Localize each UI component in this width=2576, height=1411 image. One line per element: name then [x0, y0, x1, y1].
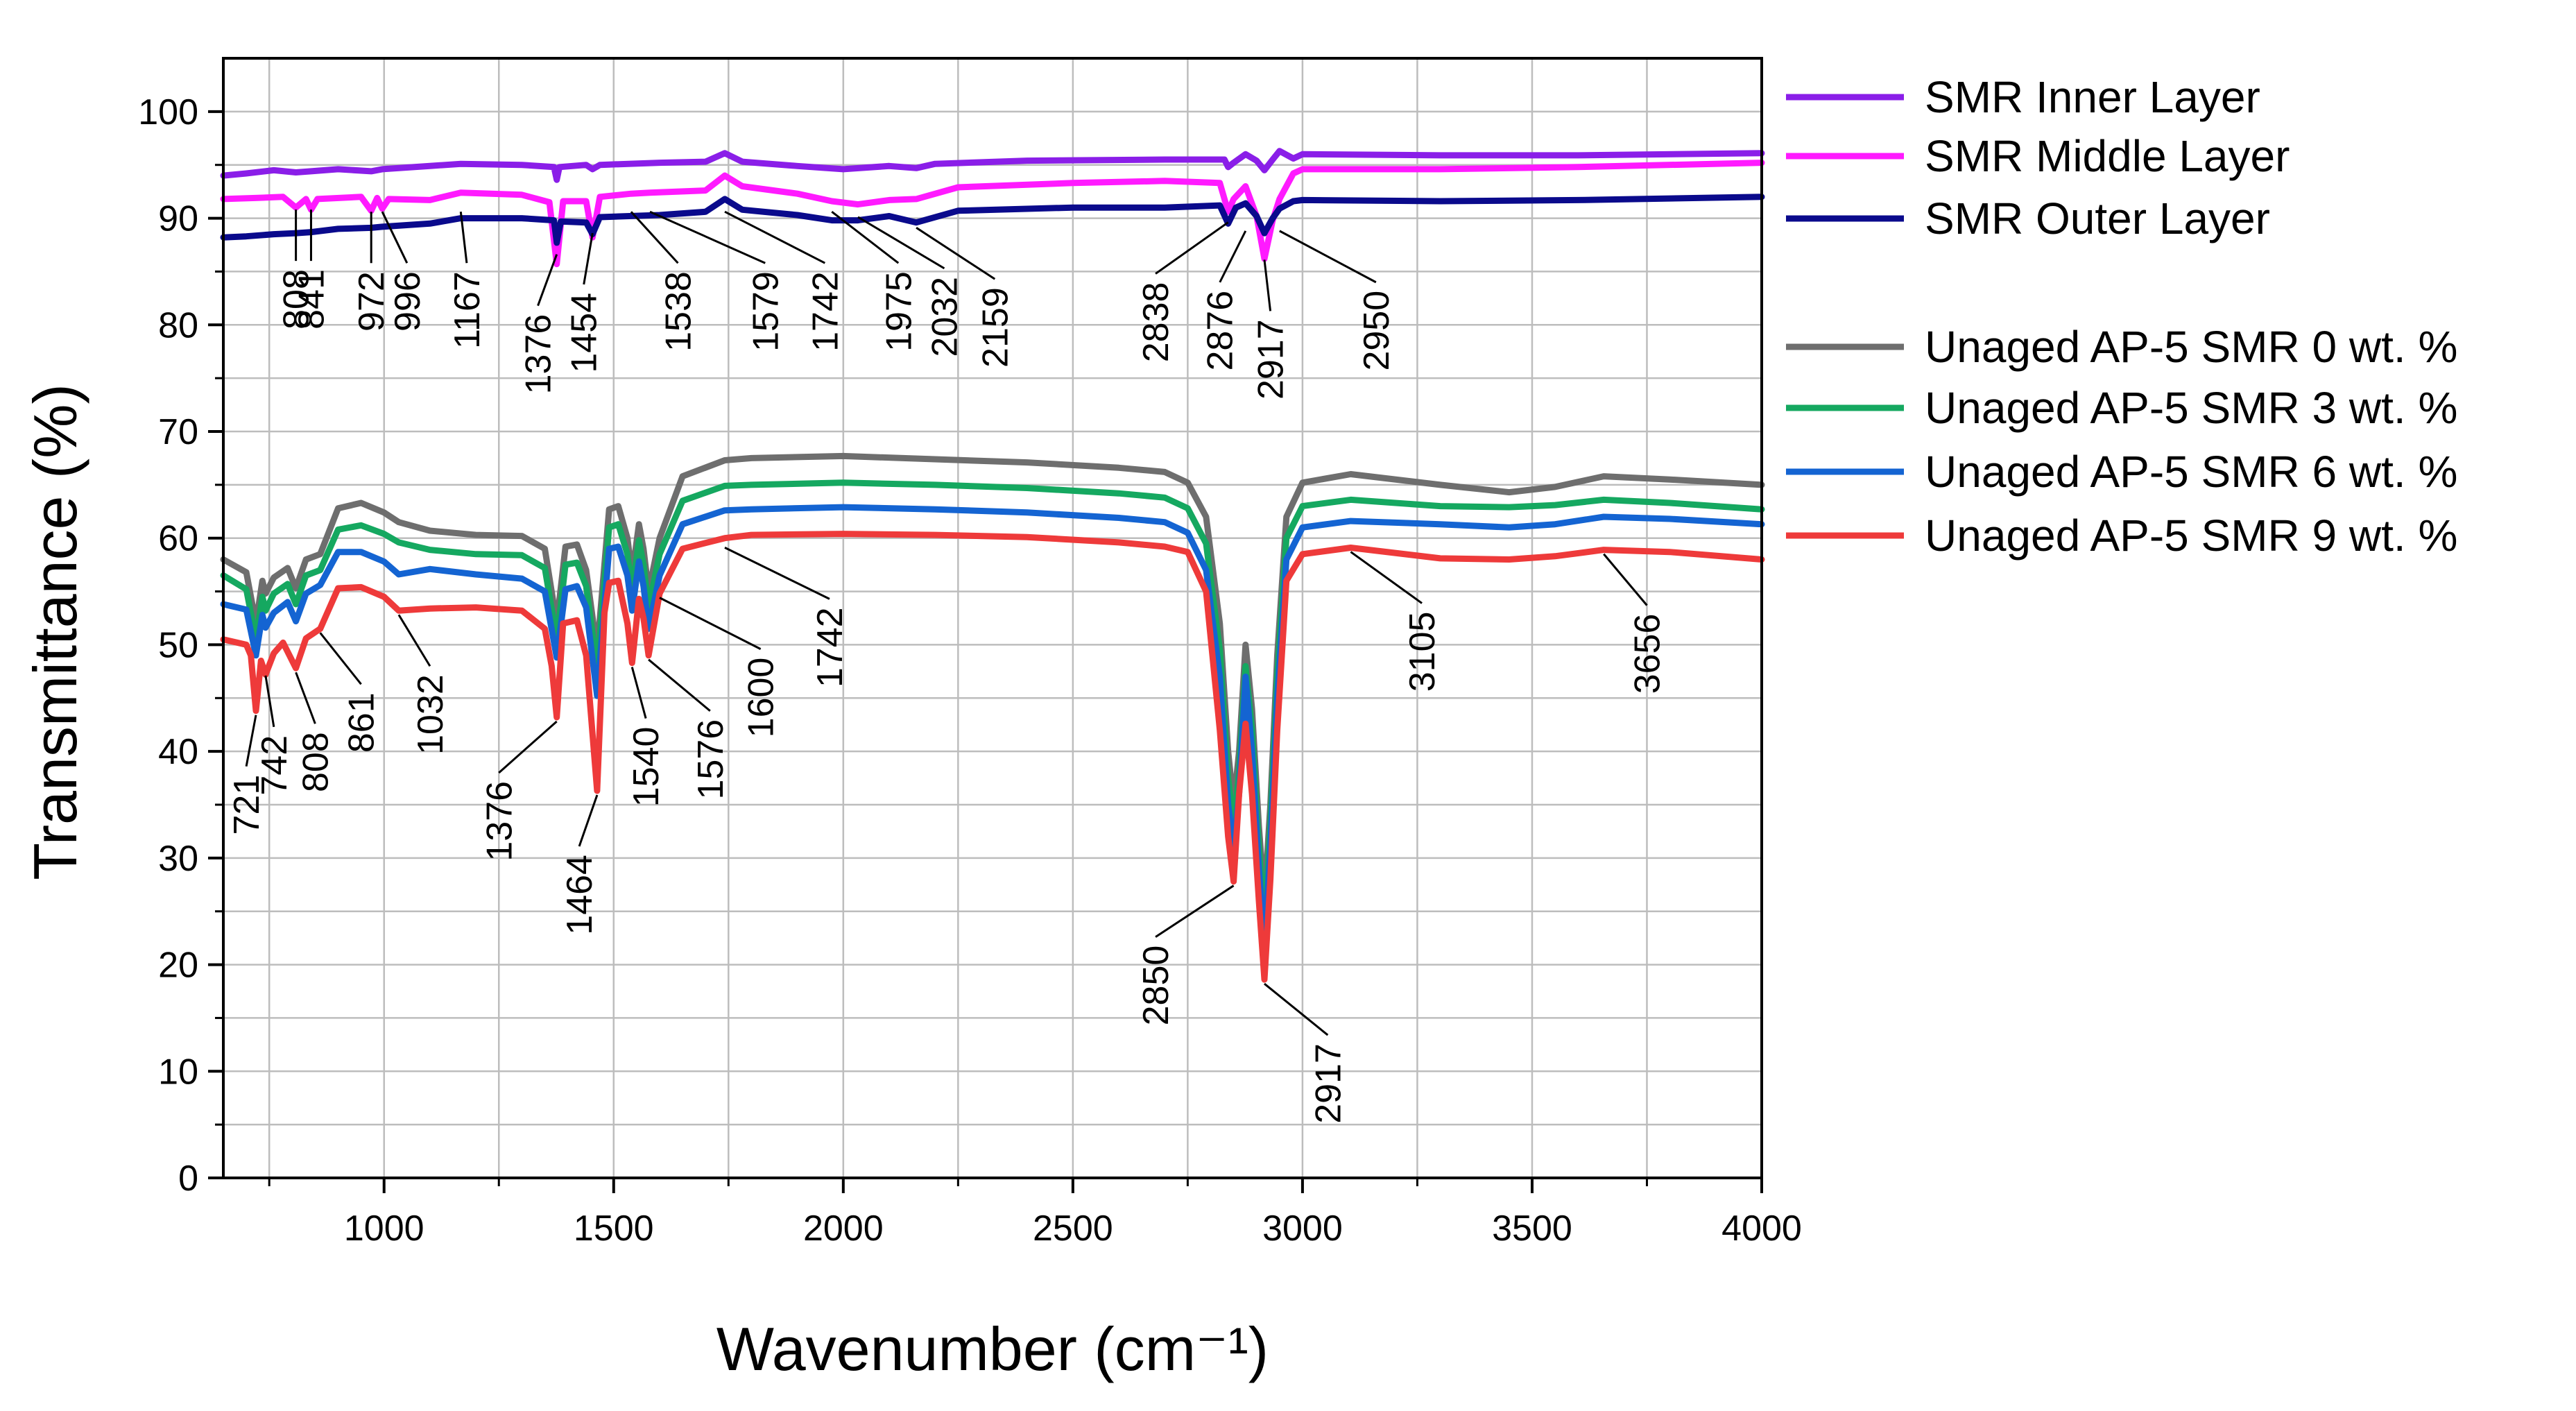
annotation-label: 1600 [741, 658, 782, 738]
annotation-leader [831, 211, 900, 264]
legend-label-3: SMR Outer Layer [1925, 194, 2270, 243]
annotation-leader [245, 715, 257, 767]
plot-frame [222, 57, 1763, 1179]
annotation-label: 1579 [746, 271, 786, 352]
annotation-label: 808 [277, 269, 317, 330]
series-line-2 [220, 160, 1765, 268]
x-axis-title: Wavenumber (cm⁻¹) [716, 1315, 1269, 1383]
annotation-label: 2876 [1201, 291, 1241, 371]
annotation-leader [397, 614, 431, 667]
legend-label-2: SMR Middle Layer [1925, 131, 2290, 181]
annotation-label: 2917 [1251, 319, 1291, 400]
annotation-label: 1576 [691, 719, 731, 800]
legend-label-6: Unaged AP-5 SMR 6 wt. % [1925, 447, 2457, 497]
annotation-label: 2032 [925, 277, 965, 357]
annotation-label: 2917 [1308, 1043, 1348, 1124]
annotation-label: 808 [295, 732, 336, 792]
annotation-leader [630, 667, 647, 719]
annotation-leader [1603, 553, 1648, 606]
annotation-label: 1167 [447, 271, 488, 349]
axis-ticks: 0 10 20 30 40 50 60 70 80 90 100 1000 1500 2000 2500 30… [138, 92, 1802, 1249]
annotation-leader [1279, 230, 1377, 284]
annotation-leader [659, 597, 762, 650]
legend-label-5: Unaged AP-5 SMR 3 wt. % [1925, 383, 2457, 433]
series-line-3 [220, 194, 1765, 246]
annotation-leader [724, 210, 826, 264]
annotation-label: 3105 [1402, 612, 1443, 692]
y-tick-label: 60 [158, 519, 198, 559]
annotation-label: 841 [291, 269, 332, 330]
annotation-label: 1742 [805, 271, 845, 352]
annotation-label: 996 [388, 271, 428, 332]
x-tick-label: 4000 [1721, 1208, 1802, 1249]
annotation-label: 1538 [658, 271, 698, 352]
annotation-leader [1155, 884, 1235, 938]
y-tick-label: 90 [158, 199, 198, 239]
annotation-leader [381, 211, 409, 264]
annotation-leader [264, 675, 275, 728]
y-tick-label: 10 [158, 1052, 198, 1092]
annotation-leader [498, 720, 558, 774]
annotation-leader [578, 794, 599, 847]
annotation-label: 1742 [810, 607, 850, 687]
legend-label-7: Unaged AP-5 SMR 9 wt. % [1925, 511, 2457, 561]
annotation-leader [857, 216, 945, 270]
annotation-label: 861 [342, 692, 382, 753]
legend-label-1: SMR Inner Layer [1925, 72, 2260, 122]
annotation-label: 2850 [1136, 946, 1176, 1026]
y-tick-label: 30 [158, 839, 198, 879]
annotation-label: 972 [352, 271, 392, 332]
y-tick-label: 100 [138, 92, 198, 132]
series-line-1 [220, 148, 1765, 183]
annotation-leader [724, 547, 830, 600]
x-tick-label: 3000 [1262, 1208, 1343, 1249]
plot-area [220, 148, 1765, 983]
annotation-leader [583, 232, 594, 285]
legend-label-4: Unaged AP-5 SMR 0 wt. % [1925, 322, 2457, 372]
x-tick-label: 2500 [1033, 1208, 1113, 1249]
grid-lines [223, 58, 1762, 1178]
annotation-leader [319, 632, 362, 685]
x-tick-label: 1500 [574, 1208, 654, 1249]
annotation-leader [630, 211, 679, 264]
annotation-label: 1032 [411, 674, 451, 755]
x-tick-label: 1000 [344, 1208, 424, 1249]
annotation-leader [648, 658, 711, 712]
annotation-label: 1464 [560, 855, 600, 935]
annotation-leader [1263, 259, 1272, 311]
x-tick-label: 2000 [803, 1208, 884, 1249]
y-tick-label: 20 [158, 946, 198, 986]
annotation-leader [1264, 982, 1329, 1036]
annotation-leader [916, 227, 996, 280]
annotation-leader [1350, 551, 1423, 604]
annotation-leader [1155, 221, 1229, 275]
annotation-label: 721 [227, 775, 267, 835]
annotation-leader [295, 672, 316, 724]
annotation-label: 1454 [565, 293, 605, 373]
annotation-label: 1376 [479, 781, 520, 862]
annotation-leader [459, 212, 468, 264]
annotation-label: 1376 [519, 314, 559, 395]
y-tick-label: 70 [158, 412, 198, 452]
annotation-leader [537, 254, 558, 307]
x-tick-label: 3500 [1492, 1208, 1572, 1249]
annotation-label: 1975 [879, 271, 919, 352]
y-tick-label: 40 [158, 732, 198, 772]
y-tick-label: 0 [178, 1158, 198, 1199]
series-line-7 [220, 531, 1765, 983]
annotation-label: 2950 [1357, 291, 1397, 371]
annotation-label: 1540 [626, 727, 667, 807]
annotation-leader [1219, 230, 1247, 283]
annotation-leader [649, 210, 766, 264]
annotation-label: 742 [255, 735, 295, 796]
legend: SMR Inner Layer SMR Middle Layer SMR Outer… [1786, 72, 2457, 561]
annotation-label: 3656 [1627, 614, 1667, 694]
y-tick-label: 50 [158, 625, 198, 665]
y-tick-label: 80 [158, 305, 198, 345]
y-axis-title: Transmittance (%) [21, 384, 89, 880]
annotation-label: 2159 [975, 287, 1015, 368]
annotation-label: 2838 [1136, 282, 1176, 363]
